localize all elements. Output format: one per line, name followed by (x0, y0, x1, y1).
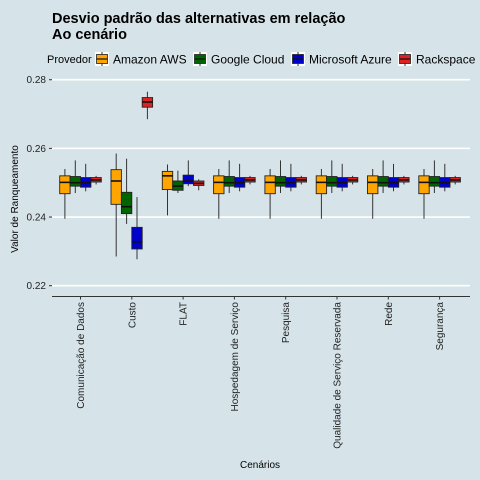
box-microsoft-azure (131, 197, 143, 260)
chart-subtitle: Ao cenário (52, 27, 127, 43)
box-body (182, 174, 194, 185)
legend-label: Microsoft Azure (309, 53, 392, 67)
box-body (59, 175, 71, 195)
x-tick-label: Custo (127, 302, 138, 329)
box-rackspace (449, 175, 461, 185)
box-body (274, 176, 287, 187)
box-series (59, 91, 461, 260)
y-axis-ticks: 0.22 0.24 0.26 0.28 (27, 75, 52, 292)
x-axis-ticks: Comunicação de Dados Custo FLAT Hospedagem … (76, 296, 446, 449)
box-microsoft-azure (80, 163, 92, 192)
chart-title: Desvio padrão das alternativas em relaçã… (52, 11, 346, 27)
box-rackspace (295, 175, 307, 185)
y-tick-label: 0.26 (27, 144, 47, 155)
box-google-cloud (120, 158, 133, 224)
box-amazon-aws (264, 168, 276, 219)
box-google-cloud (428, 160, 441, 194)
legend-item: Google Cloud (193, 52, 284, 67)
box-body (131, 226, 143, 250)
x-tick-label: Hospedagem de Serviço (230, 302, 241, 412)
x-tick-label: Pesquisa (281, 302, 292, 344)
legend: Provedor Amazon AWS Google Cloud Microsoft… (47, 52, 476, 67)
box-rackspace (346, 175, 359, 185)
y-tick-label: 0.24 (27, 213, 47, 224)
box-amazon-aws (161, 164, 174, 216)
box-rackspace (193, 179, 205, 191)
box-body (223, 176, 235, 187)
box-body (326, 176, 338, 187)
box-body (110, 169, 122, 205)
box-body (315, 175, 328, 195)
box-body (213, 175, 225, 195)
legend-label: Google Cloud (211, 53, 284, 67)
x-tick-label: FLAT (179, 302, 190, 326)
y-tick-label: 0.28 (27, 75, 47, 86)
legend-title: Provedor (47, 54, 92, 66)
x-axis-title: Cenários (240, 460, 280, 471)
y-tick-label: 0.22 (27, 281, 47, 292)
legend-item: Microsoft Azure (291, 52, 392, 67)
legend-items: Amazon AWS Google Cloud Microsoft Azure Rac… (95, 52, 476, 67)
box-google-cloud (69, 160, 81, 194)
box-body (120, 191, 133, 215)
legend-label: Rackspace (416, 53, 476, 67)
legend-item: Amazon AWS (95, 52, 187, 67)
x-tick-label: Segurança (435, 302, 446, 351)
x-tick-label: Rede (384, 302, 395, 326)
box-google-cloud (172, 170, 184, 194)
x-tick-label: Comunicação de Dados (76, 302, 87, 409)
box-rackspace (141, 91, 154, 120)
box-body (264, 175, 276, 195)
grid-lines (52, 78, 470, 287)
box-rackspace (90, 175, 102, 185)
legend-label: Amazon AWS (113, 53, 187, 67)
box-body (418, 175, 430, 195)
box-rackspace (244, 175, 256, 185)
legend-item: Rackspace (398, 52, 476, 67)
box-body (428, 176, 441, 187)
box-body (161, 170, 174, 191)
box-microsoft-azure (182, 160, 194, 187)
box-rackspace (398, 175, 410, 185)
box-amazon-aws (110, 153, 122, 257)
x-tick-label: Qualidade de Serviço Reservada (333, 302, 344, 449)
box-body (367, 175, 379, 195)
y-axis-title: Valor de Ranqueamento (10, 145, 21, 253)
box-body (377, 176, 389, 187)
box-body (69, 176, 81, 187)
